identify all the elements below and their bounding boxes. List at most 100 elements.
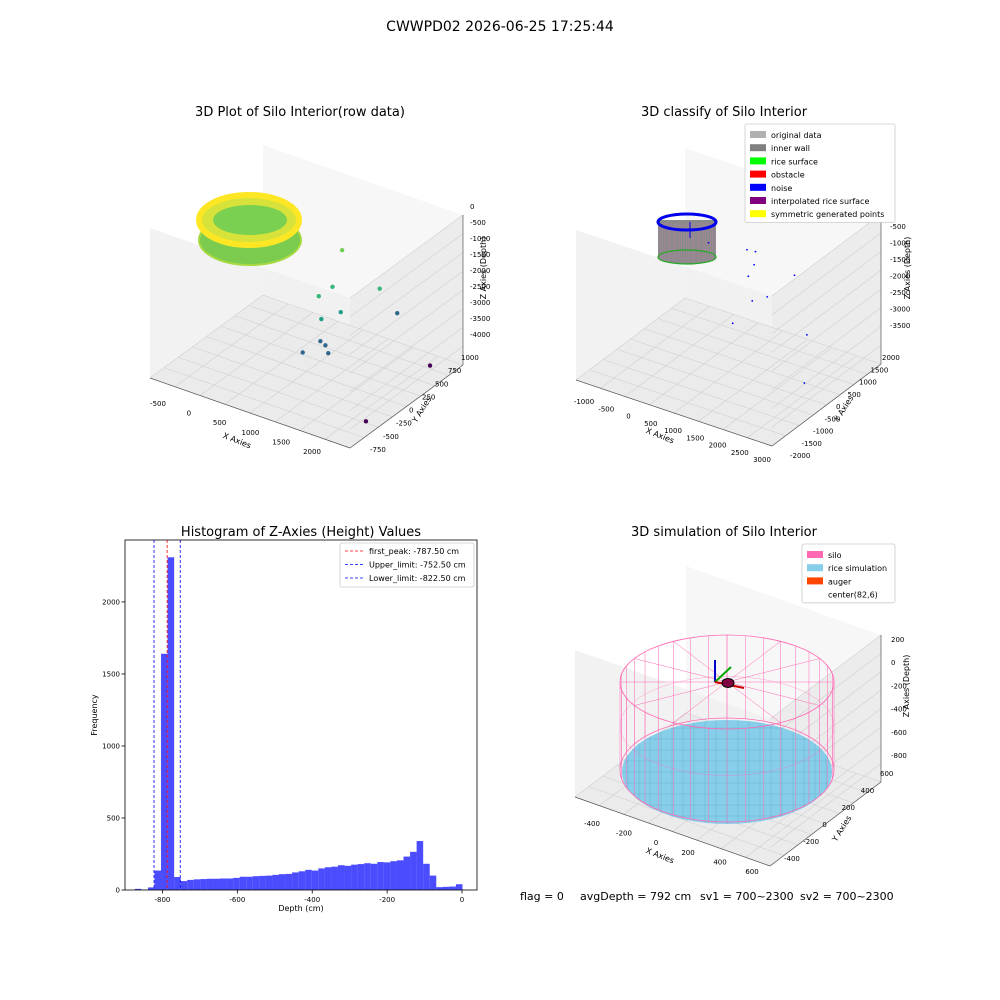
classify-x-tick-label: 1500 — [686, 434, 704, 442]
histogram-y-tick-label: 0 — [116, 887, 120, 895]
y-axis-line — [349, 364, 464, 449]
classify-z-axis-label: Z Axies (Depth) — [903, 237, 912, 300]
classify-z-tick-label: -2000 — [890, 273, 910, 281]
classify-z-tick-label: -3500 — [890, 322, 910, 330]
silo-roof-wire — [726, 681, 781, 723]
simulation-z-tick-label: 200 — [891, 636, 904, 644]
silo-roof-wire — [634, 658, 728, 683]
simulation-legend: silo rice simulation auger center(82,6) — [801, 543, 896, 604]
raw-z-tick-label: -4000 — [470, 331, 490, 339]
histogram-bar — [455, 884, 463, 890]
auger-y-arrow — [714, 666, 732, 683]
simulation-legend-swatch — [807, 577, 823, 585]
histogram-bar — [154, 870, 162, 890]
classify-legend-label: noise — [771, 184, 792, 193]
grid-line — [349, 233, 464, 317]
raw-point — [377, 286, 382, 291]
simulation-x-axis-label: X Axies — [645, 846, 676, 865]
histogram-bar — [226, 878, 234, 890]
classify-x-tick-label: 3000 — [753, 456, 771, 464]
footer-sv2: sv2 = 700~2300 — [800, 890, 894, 903]
histogram-bar — [423, 863, 430, 890]
simulation-title: 3D simulation of Silo Interior — [631, 525, 818, 540]
grid-line — [771, 251, 882, 334]
histogram-bar — [279, 874, 286, 890]
grid-line — [349, 346, 464, 430]
classify-x-tick-label: 2500 — [731, 449, 749, 457]
grid-line — [349, 214, 464, 299]
histogram-bar — [337, 865, 345, 890]
grid-line — [771, 232, 882, 315]
grid-line — [769, 653, 882, 738]
raw-y-tick-label: -250 — [396, 420, 412, 428]
silo-wireframe — [619, 634, 835, 823]
simulation-z-axis-label: Z Axies (Depth) — [902, 655, 911, 718]
classify-x-tick-label: 2000 — [709, 442, 727, 450]
simulation-z-tick-label: -600 — [891, 729, 907, 737]
grid-line — [248, 305, 449, 376]
histogram-y-tick-label: 2000 — [102, 598, 120, 606]
histogram-bar — [220, 878, 227, 890]
grid-line — [349, 252, 464, 336]
grid-line — [771, 307, 882, 390]
raw-y-tick-label: 0 — [409, 407, 413, 415]
classify-legend-swatch — [750, 183, 766, 191]
raw-z-tick-label: -500 — [470, 219, 486, 227]
histogram-bar — [161, 653, 168, 890]
x-axis-line — [574, 796, 771, 867]
histogram-axes: -800 -600 -400 -200 0 0 500 1000 1500 2000 — [102, 539, 478, 904]
classify-legend: original data inner wall rice surface obsta… — [744, 123, 896, 223]
histogram-bar — [134, 888, 142, 890]
simulation-x-tick-label: 600 — [745, 868, 758, 876]
histogram-bar — [285, 873, 293, 890]
pane-back — [263, 145, 463, 365]
raw-point — [316, 294, 321, 299]
histogram-bar — [429, 875, 437, 890]
x-axis-line — [149, 377, 351, 449]
classify-z-tick-label: -3000 — [890, 306, 910, 314]
simulation-x-tick-label: 200 — [681, 849, 694, 857]
classify-y-tick-label: -2000 — [790, 452, 810, 460]
histogram-legend-frame — [339, 542, 475, 588]
histogram-bar — [442, 886, 450, 890]
classify-y-tick-label: 0 — [836, 403, 840, 411]
histogram-bar — [292, 872, 299, 890]
raw-z-tick-label: -2500 — [470, 283, 490, 291]
histogram-bar — [305, 869, 312, 890]
grid-line — [349, 271, 464, 355]
histogram-x-tick-label: -400 — [304, 896, 320, 904]
noise-point — [731, 322, 734, 325]
classify-z-tick-label: -2500 — [890, 289, 910, 297]
classify-legend-label: inner wall — [771, 144, 810, 153]
classify-legend-label: original data — [771, 131, 822, 140]
simulation-legend-frame — [801, 543, 896, 604]
raw-z-tick-label: -3000 — [470, 299, 490, 307]
histogram-y-axis-label: Frequency — [90, 694, 99, 736]
histogram-bar — [180, 881, 188, 890]
raw-3d-axes — [149, 145, 464, 449]
panel-raw-3d-plot: 3D Plot of Silo Interior(row data) -500 0… — [149, 105, 490, 456]
simulation-legend-label: silo — [828, 551, 842, 560]
grid-line — [771, 288, 882, 372]
classify-x-tick-label: 0 — [626, 413, 630, 421]
simulation-y-tick-label: 400 — [861, 787, 874, 795]
histogram-frame — [124, 539, 478, 891]
simulation-y-tick-label: -400 — [784, 855, 800, 863]
noise-point — [766, 295, 769, 298]
histogram-reference-lines — [153, 540, 181, 890]
y-axis-line — [769, 781, 882, 867]
simulation-y-tick-label: 600 — [880, 770, 893, 778]
classify-tick-labels: -1000 -500 0 500 1000 1500 2000 2500 3000 -2000 -1… — [574, 223, 911, 464]
classify-legend-swatch — [750, 144, 766, 152]
simulation-y-axis-label: Y Axies — [830, 814, 854, 844]
classify-silo-cylinder — [656, 212, 718, 265]
noise-point — [754, 250, 757, 253]
simulation-legend-swatch — [807, 564, 823, 572]
classify-x-tick-label: 500 — [644, 420, 657, 428]
histogram-x-tick-label: -800 — [155, 896, 171, 904]
x-axis-line — [575, 379, 773, 447]
classify-legend-swatch — [750, 210, 766, 218]
histogram-bar — [383, 862, 391, 890]
grid-line — [698, 339, 808, 422]
